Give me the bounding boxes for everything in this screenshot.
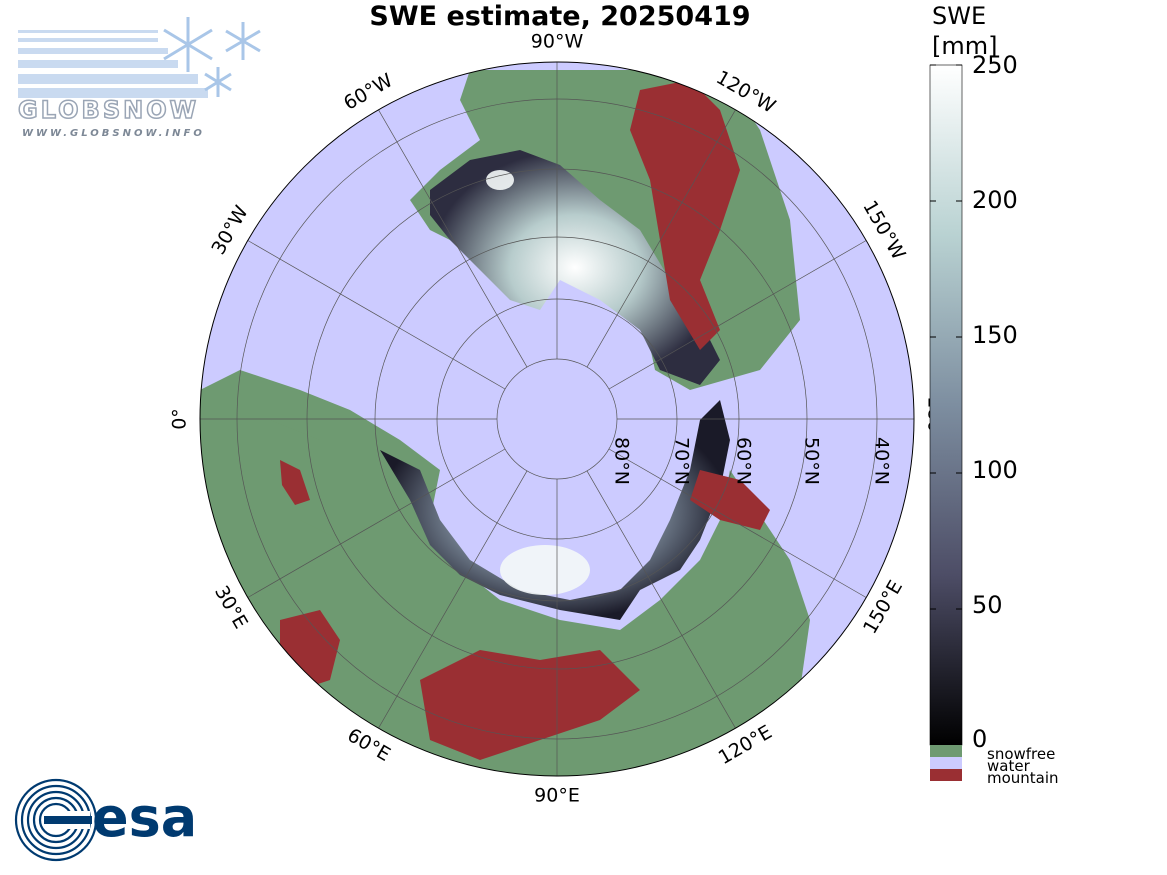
latitude-label: 60°N [733,437,755,485]
meridian-line [247,448,506,598]
longitude-label: 90°W [531,31,584,53]
pole-hole [497,359,617,479]
meridian-line [247,240,506,390]
mountain-central-asia [420,650,640,760]
colorbar-title-line2: [mm] [932,32,998,60]
snow-cover-north-america [430,150,720,385]
colorbar-tick-label: 150 [972,321,1018,349]
meridian-line [378,470,528,729]
mountain-scandinavia [280,460,310,505]
colorbar-tick-label: 50 [972,591,1003,619]
legend-label-snowfree: snowfree [987,745,1056,763]
globsnow-wordmark: GLOBSNOW [18,96,199,124]
graticule [200,62,914,776]
colorbar-tick-label: 100 [972,456,1018,484]
legend-label-water: water [987,757,1030,775]
latitude-label: 80°N [611,437,633,485]
mountain-rockies [630,80,740,350]
colorbar-tick-label: 0 [972,725,988,753]
longitude-label: 0° [169,408,191,430]
meridian-line [586,109,736,368]
colorbar-title-line1: SWE [932,2,987,30]
snow-peak-canada [486,170,514,190]
longitude-label: 90°E [534,785,580,807]
latitude-label: 70°N [671,437,693,485]
legend-label-mountain: mountain [987,769,1059,787]
latitude-label: 50°N [801,437,823,485]
snow-peak-siberia [500,545,590,595]
esa-logo: esa [14,778,197,862]
map-border [199,61,915,777]
latitude-label: 40°N [871,437,893,485]
globsnow-logo: GLOBSNOW WWW.GLOBSNOW.INFO [18,17,261,139]
globsnow-url: WWW.GLOBSNOW.INFO [22,128,205,139]
meridian-line [608,240,867,390]
colorbar-gradient [929,64,963,746]
meridian-line [586,470,736,729]
legend-swatch-mountain [930,769,962,781]
colorbar-tick-label: 200 [972,186,1018,214]
meridian-line [608,448,867,598]
scandinavia-landmass [270,420,380,540]
snowflake-icon [163,17,261,97]
snow-cover-eurasia [380,400,730,620]
legend-swatch-snowfree [930,745,962,757]
esa-wordmark: esa [92,786,197,849]
meridian-line [378,109,528,368]
colorbar-tick-label: 250 [972,51,1018,79]
mountain-east-siberia [690,470,770,530]
map-title: SWE estimate, 20250419 [369,1,751,32]
legend-swatch-water [930,757,962,769]
